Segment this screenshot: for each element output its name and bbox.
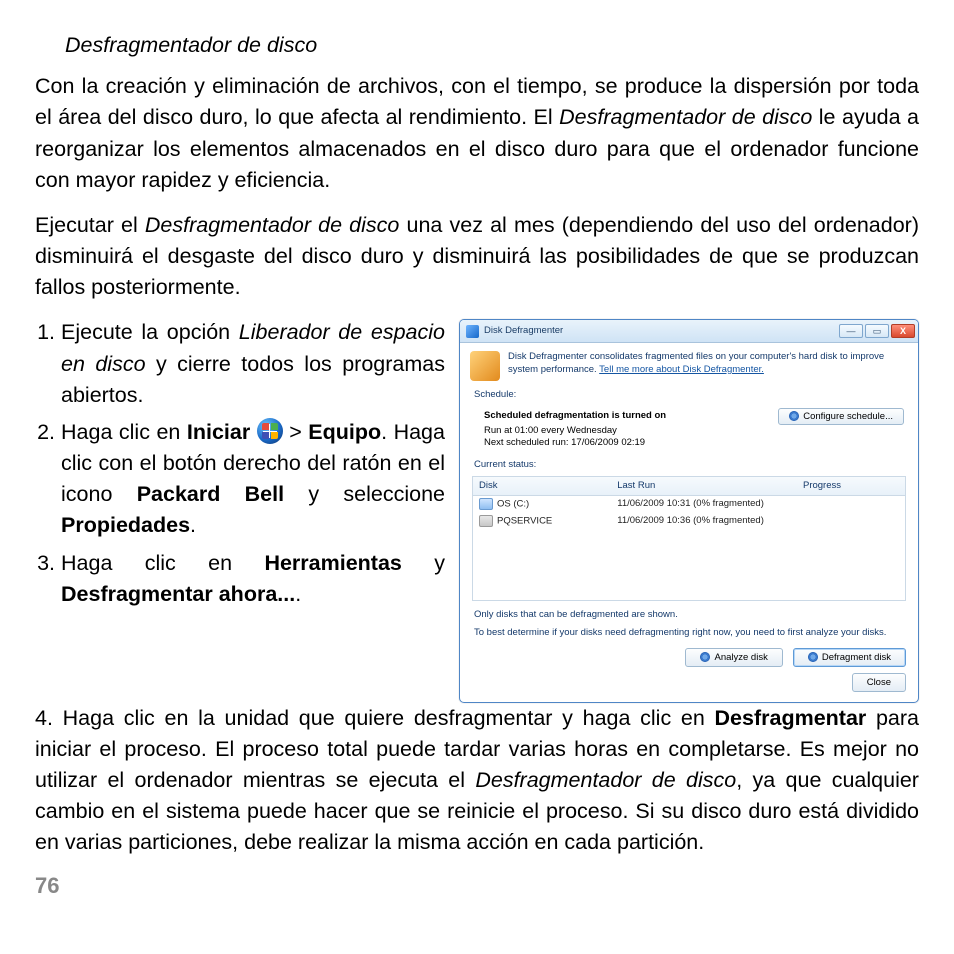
term-italic: Desfragmentador de disco <box>559 105 812 129</box>
bold: Herramientas <box>264 551 401 575</box>
paragraph-2: Ejecutar el Desfragmentador de disco una… <box>35 210 919 304</box>
defragment-disk-button[interactable]: Defragment disk <box>793 648 906 667</box>
close-button[interactable]: Close <box>852 673 906 692</box>
app-icon <box>466 325 479 338</box>
text: . <box>190 513 196 537</box>
col-lastrun[interactable]: Last Run <box>611 477 797 496</box>
window-controls: — ▭ X <box>839 324 915 338</box>
bold: Desfragmentar ahora... <box>61 582 295 606</box>
note-2: To best determine if your disks need def… <box>460 623 918 641</box>
page-number: 76 <box>35 870 919 902</box>
gear-icon <box>808 652 818 662</box>
drive-icon <box>479 498 493 510</box>
table-row[interactable]: PQSERVICE 11/06/2009 10:36 (0% fragmente… <box>473 513 905 530</box>
windows-start-icon <box>257 418 283 444</box>
col-disk[interactable]: Disk <box>473 477 611 496</box>
bold: Desfragmentar <box>715 706 867 730</box>
table-row[interactable]: OS (C:) 11/06/2009 10:31 (0% fragmented) <box>473 496 905 513</box>
step-3: Haga clic en Herramientas y Desfragmenta… <box>61 548 445 610</box>
last-run: 11/06/2009 10:31 (0% fragmented) <box>611 496 797 513</box>
text: Ejecutar el <box>35 213 145 237</box>
paragraph-1: Con la creación y eliminación de archivo… <box>35 71 919 196</box>
last-run: 11/06/2009 10:36 (0% fragmented) <box>611 513 797 530</box>
bold: Propiedades <box>61 513 190 537</box>
gear-icon <box>789 411 799 421</box>
status-section-label: Current status: <box>460 457 918 473</box>
hdd-icon <box>479 515 493 527</box>
col-progress[interactable]: Progress <box>797 477 905 496</box>
term-italic: Desfragmentador de disco <box>475 768 736 792</box>
disk-name: PQSERVICE <box>497 515 552 526</box>
disk-defragmenter-window: Disk Defragmenter — ▭ X Disk Defragmente… <box>459 319 919 702</box>
defrag-icon <box>470 351 500 381</box>
gear-icon <box>700 652 710 662</box>
intro-banner: Disk Defragmenter consolidates fragmente… <box>460 343 918 387</box>
window-title: Disk Defragmenter <box>484 325 563 337</box>
button-label: Defragment disk <box>822 652 891 663</box>
schedule-time: Run at 01:00 every Wednesday <box>484 425 904 437</box>
bold: Equipo <box>308 420 381 444</box>
minimize-button[interactable]: — <box>839 324 863 338</box>
button-label: Configure schedule... <box>803 411 893 422</box>
schedule-status: Scheduled defragmentation is turned on <box>484 410 666 421</box>
disks-table-wrap: Disk Last Run Progress OS (C:) 11/06/200… <box>472 476 906 601</box>
bold: Iniciar <box>187 420 250 444</box>
step-4: Haga clic en la unidad que quiere desfra… <box>35 703 919 859</box>
schedule-next: Next scheduled run: 17/06/2009 02:19 <box>484 437 904 449</box>
text: y <box>402 551 445 575</box>
step-1: Ejecute la opción Liberador de espacio e… <box>61 317 445 411</box>
text: . <box>295 582 301 606</box>
text: Ejecute la opción <box>61 320 239 344</box>
text: Haga clic en <box>61 551 264 575</box>
text: Haga clic en la unidad que quiere desfra… <box>63 706 715 730</box>
analyze-disk-button[interactable]: Analyze disk <box>685 648 782 667</box>
disks-table: Disk Last Run Progress OS (C:) 11/06/200… <box>473 477 905 600</box>
learn-more-link[interactable]: Tell me more about Disk Defragmenter. <box>599 364 764 375</box>
bold: Packard Bell <box>137 482 284 506</box>
window-titlebar: Disk Defragmenter — ▭ X <box>460 320 918 343</box>
text: y seleccione <box>284 482 445 506</box>
step-2: Haga clic en Iniciar > Equipo. Haga clic… <box>61 417 445 542</box>
maximize-button[interactable]: ▭ <box>865 324 889 338</box>
configure-schedule-button[interactable]: Configure schedule... <box>778 408 904 425</box>
close-window-button[interactable]: X <box>891 324 915 338</box>
button-label: Analyze disk <box>714 652 767 663</box>
schedule-box: Scheduled defragmentation is turned on C… <box>460 404 918 458</box>
note-1: Only disks that can be defragmented are … <box>460 605 918 623</box>
disk-name: OS (C:) <box>497 499 529 510</box>
schedule-section-label: Schedule: <box>460 387 918 403</box>
term-italic: Desfragmentador de disco <box>145 213 399 237</box>
text: > <box>283 420 309 444</box>
section-heading: Desfragmentador de disco <box>65 30 919 61</box>
action-buttons-row: Analyze disk Defragment disk <box>460 642 918 673</box>
text: Haga clic en <box>61 420 187 444</box>
steps-list: Ejecute la opción Liberador de espacio e… <box>35 317 445 610</box>
steps-list-continued: Haga clic en la unidad que quiere desfra… <box>35 703 919 859</box>
